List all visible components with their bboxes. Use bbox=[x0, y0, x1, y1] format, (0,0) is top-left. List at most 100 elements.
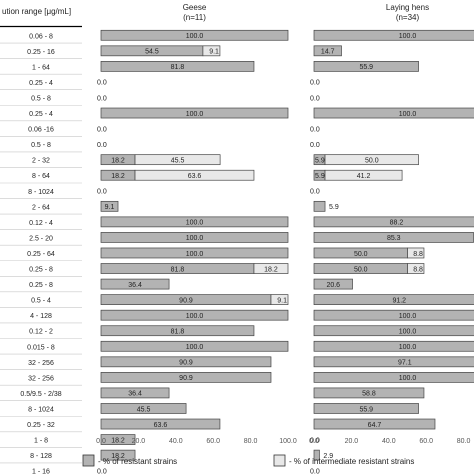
category-label: 2 - 32 bbox=[32, 158, 50, 165]
resistant-bar bbox=[313, 356, 474, 368]
resistant-value-label: 81.8 bbox=[171, 64, 185, 71]
category-label: 32 - 256 bbox=[28, 360, 54, 367]
resistant-bar bbox=[100, 434, 136, 445]
x-tick-label: 80.0 bbox=[457, 438, 471, 445]
legend-label: - % of intermediate resistant strains bbox=[289, 457, 414, 466]
resistant-value-label: 90.9 bbox=[179, 297, 193, 304]
resistant-bar bbox=[313, 403, 419, 414]
resistant-value-label: 2.9 bbox=[323, 453, 333, 460]
resistant-value-label: 0.0 bbox=[97, 80, 107, 87]
resistant-bar bbox=[100, 107, 289, 119]
x-tick-label: 60.0 bbox=[419, 438, 433, 445]
resistant-bar bbox=[313, 61, 419, 72]
resistant-bar bbox=[100, 309, 289, 321]
resistant-value-label: 64.7 bbox=[368, 422, 382, 429]
category-label: 8 - 64 bbox=[32, 173, 50, 180]
resistant-value-label: 0.0 bbox=[310, 80, 320, 87]
resistant-value-label: 0.0 bbox=[97, 468, 107, 474]
resistant-bar bbox=[100, 325, 255, 337]
resistant-value-label: 54.5 bbox=[145, 49, 159, 56]
resistant-bar bbox=[313, 216, 474, 228]
intermediate-value-label: 50.0 bbox=[365, 157, 379, 164]
x-tick-label: 0.0 bbox=[96, 438, 106, 445]
category-label: 0.5/9.5 - 2/38 bbox=[20, 391, 61, 398]
x-tick-label: 20.0 bbox=[132, 438, 146, 445]
intermediate-bar bbox=[324, 154, 419, 166]
resistant-bar bbox=[100, 372, 272, 383]
resistant-bar bbox=[100, 387, 170, 399]
resistant-value-label: 36.4 bbox=[128, 282, 142, 289]
resistant-value-label: 90.9 bbox=[179, 360, 193, 367]
resistant-bar bbox=[100, 29, 289, 41]
resistant-value-label: 100.0 bbox=[186, 111, 204, 118]
resistant-bar bbox=[100, 216, 289, 228]
resistant-value-label: 100.0 bbox=[399, 313, 417, 320]
resistant-value-label: 100.0 bbox=[399, 33, 417, 40]
resistant-value-label: 100.0 bbox=[186, 235, 204, 242]
resistant-value-label: 5.9 bbox=[315, 157, 325, 164]
category-label: 2 - 64 bbox=[32, 204, 50, 211]
resistant-value-label: 90.9 bbox=[179, 375, 193, 382]
category-label: 0.25 - 16 bbox=[27, 49, 55, 56]
category-label: 0.25 - 64 bbox=[27, 251, 55, 258]
resistant-value-label: 0.0 bbox=[310, 126, 320, 133]
legend-swatch bbox=[82, 454, 95, 467]
x-tick-label: 60.0 bbox=[206, 438, 220, 445]
resistant-value-label: 14.7 bbox=[321, 49, 335, 56]
category-label: 0.06 -16 bbox=[28, 127, 54, 134]
resistant-bar bbox=[313, 418, 436, 430]
intermediate-bar bbox=[253, 263, 289, 274]
resistant-bar bbox=[100, 449, 136, 461]
category-label: 0.25 - 4 bbox=[29, 111, 53, 118]
category-label: 0.5 - 8 bbox=[31, 142, 51, 149]
intermediate-bar bbox=[407, 247, 425, 259]
intermediate-value-label: 8.8 bbox=[413, 251, 423, 258]
resistant-value-label: 100.0 bbox=[186, 344, 204, 351]
resistant-value-label: 0.0 bbox=[97, 142, 107, 149]
intermediate-bar bbox=[134, 169, 255, 181]
category-label: 2.5 - 20 bbox=[29, 235, 53, 242]
resistant-value-label: 100.0 bbox=[399, 375, 417, 382]
resistant-bar bbox=[100, 403, 187, 414]
resistant-value-label: 85.3 bbox=[387, 235, 401, 242]
resistant-value-label: 63.6 bbox=[154, 422, 168, 429]
resistant-value-label: 20.6 bbox=[326, 282, 340, 289]
resistant-bar bbox=[313, 325, 474, 337]
resistant-value-label: 100.0 bbox=[186, 313, 204, 320]
resistant-value-label: 50.0 bbox=[354, 266, 368, 273]
panel-subtitle: (n=11) bbox=[183, 13, 206, 22]
resistant-value-label: 100.0 bbox=[186, 251, 204, 258]
legend-label: - % of resistant strains bbox=[98, 457, 177, 466]
intermediate-bar bbox=[202, 45, 221, 57]
resistant-bar bbox=[313, 340, 474, 352]
resistant-value-label: 91.2 bbox=[392, 297, 406, 304]
intermediate-value-label: 8.8 bbox=[413, 266, 423, 273]
resistant-value-label: 18.2 bbox=[111, 157, 125, 164]
resistant-bar bbox=[100, 200, 119, 212]
resistant-value-label: 0.0 bbox=[97, 126, 107, 133]
resistant-value-label: 50.0 bbox=[354, 251, 368, 258]
resistant-value-label: 9.1 bbox=[105, 204, 115, 211]
category-label: 0.25 - 8 bbox=[29, 282, 53, 289]
resistant-value-label: 81.8 bbox=[171, 266, 185, 273]
category-label: 0.25 - 32 bbox=[27, 422, 55, 429]
panel-title: Geese bbox=[183, 3, 207, 12]
resistant-value-label: 100.0 bbox=[186, 220, 204, 227]
x-tick-label: 0.0 bbox=[309, 438, 319, 445]
resistant-bar bbox=[100, 278, 170, 290]
intermediate-value-label: 41.2 bbox=[357, 173, 371, 180]
intermediate-bar bbox=[324, 169, 403, 181]
category-label: 1 - 64 bbox=[32, 64, 50, 71]
resistant-value-label: 18.2 bbox=[111, 173, 125, 180]
resistant-value-label: 100.0 bbox=[186, 33, 204, 40]
resistant-value-label: 55.9 bbox=[359, 406, 373, 413]
resistant-bar bbox=[100, 247, 289, 259]
resistant-value-label: 0.0 bbox=[97, 189, 107, 196]
category-label: 1 - 16 bbox=[32, 469, 50, 474]
resistant-bar bbox=[313, 29, 474, 41]
resistant-value-label: 0.0 bbox=[310, 95, 320, 102]
category-label: 32 - 256 bbox=[28, 375, 54, 382]
resistant-value-label: 97.1 bbox=[398, 360, 412, 367]
intermediate-bar bbox=[407, 263, 425, 274]
resistant-value-label: 0.0 bbox=[310, 437, 320, 444]
